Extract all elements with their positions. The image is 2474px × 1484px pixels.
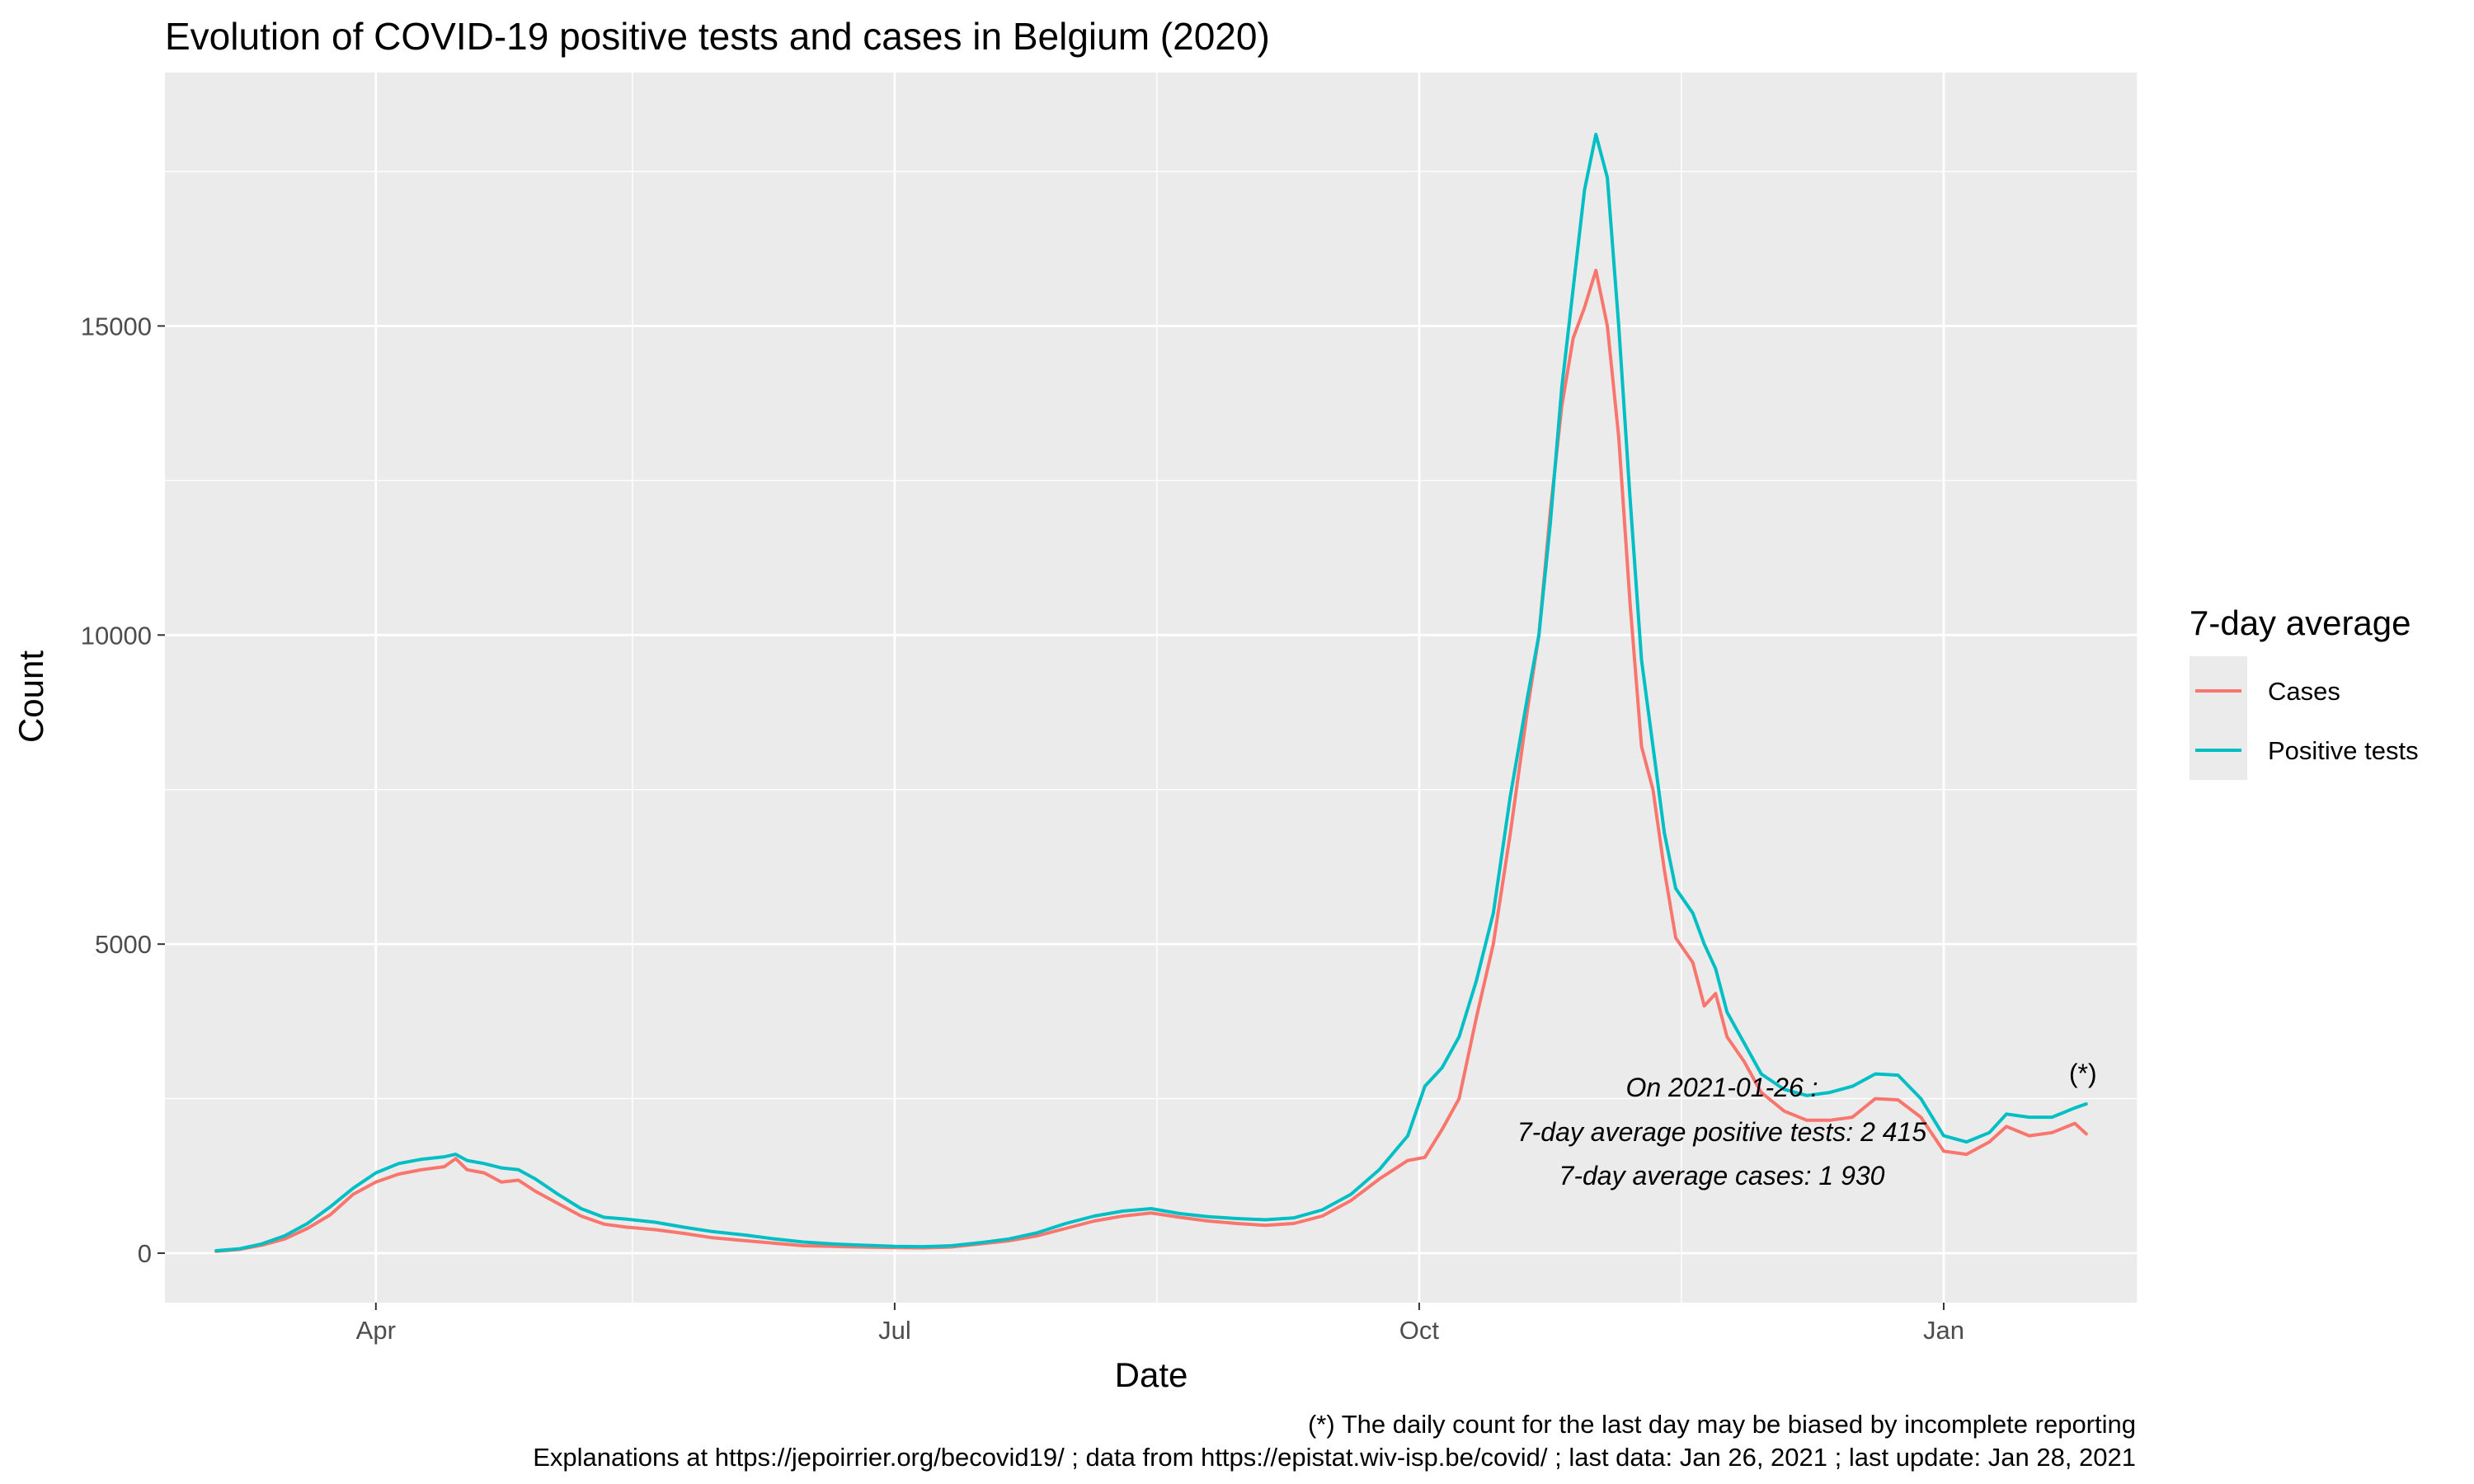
- y-tick-label: 15000: [81, 312, 152, 340]
- y-tick-label: 5000: [95, 930, 152, 959]
- legend-items: Cases Positive tests: [2189, 656, 2419, 780]
- y-tick-label: 0: [138, 1239, 152, 1268]
- legend-label-positive-tests: Positive tests: [2268, 736, 2419, 765]
- x-tick-label: Jul: [878, 1316, 911, 1345]
- y-axis: 0 5000 10000 15000: [81, 312, 165, 1268]
- series-line-positive-tests: [214, 133, 2088, 1252]
- y-tick-label: 10000: [81, 621, 152, 650]
- grid-minor: [165, 73, 2138, 1303]
- annotation-line-3: 7-day average cases: 1 930: [1559, 1161, 1885, 1190]
- caption-line-1: (*) The daily count for the last day may…: [1308, 1410, 2136, 1439]
- plot-panel: [165, 73, 2138, 1303]
- y-axis-title: Count: [12, 650, 50, 743]
- legend-label-cases: Cases: [2268, 677, 2340, 706]
- x-tick-label: Jan: [1923, 1316, 1964, 1345]
- x-tick-label: Oct: [1399, 1316, 1440, 1345]
- x-axis-title: Date: [1115, 1355, 1188, 1394]
- x-tick-label: Apr: [356, 1316, 396, 1345]
- legend-key-background: [2189, 656, 2247, 780]
- series-layer: [214, 133, 2088, 1253]
- annotation-layer: (*) On 2021-01-26 : 7-day average positive…: [1517, 1059, 2097, 1190]
- caption-line-2: Explanations at https://jepoirrier.org/b…: [533, 1443, 2136, 1472]
- legend: 7-day average Cases Positive tests: [2189, 603, 2419, 780]
- series-line-cases: [214, 268, 2088, 1253]
- grid-major: [165, 73, 2138, 1303]
- chart-title: Evolution of COVID-19 positive tests and…: [165, 15, 1270, 58]
- annotation-line-1: On 2021-01-26 :: [1625, 1073, 1818, 1102]
- x-axis: Apr Jul Oct Jan: [356, 1303, 1964, 1345]
- annotation-asterisk: (*): [2069, 1059, 2097, 1088]
- annotation-line-2: 7-day average positive tests: 2 415: [1517, 1117, 1927, 1147]
- legend-title: 7-day average: [2189, 603, 2411, 642]
